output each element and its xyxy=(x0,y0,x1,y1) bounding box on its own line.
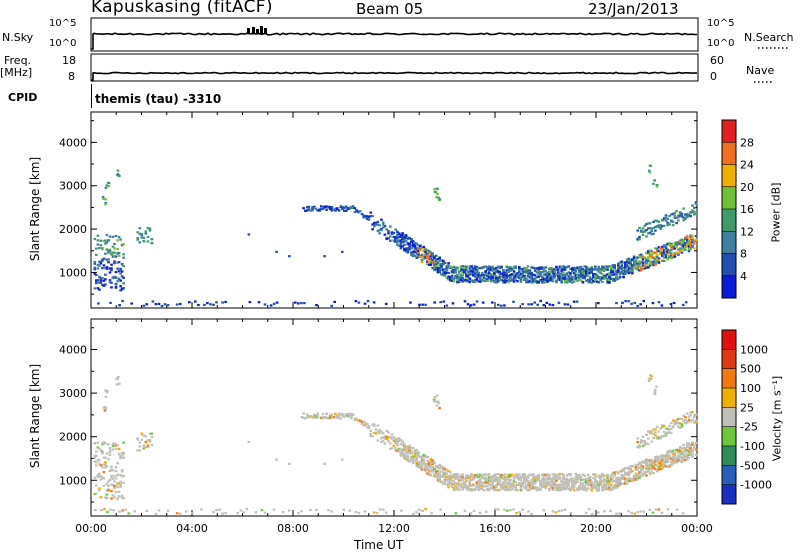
colorbar-segment xyxy=(722,142,736,165)
date-title: 23/Jan/2013 xyxy=(588,0,679,18)
colorbar-segment xyxy=(722,349,736,369)
colorbar-tick-label: 100 xyxy=(740,382,761,395)
power-ylabel: Slant Range [km] xyxy=(28,156,42,262)
colorbar-segment xyxy=(722,231,736,254)
velocity-panel: 1000 2000 3000 4000 00:00 04:00 08:00 12:00 16:0… xyxy=(59,318,772,535)
power-colorbar-label: Power [dB] xyxy=(769,182,783,243)
colorbar-tick-label: 1000 xyxy=(740,343,768,356)
y-tick-label: 4000 xyxy=(59,344,87,357)
freq-trace xyxy=(91,71,697,81)
colorbar-tick-label: 8 xyxy=(740,248,747,261)
nave-tick-bottom: 0 xyxy=(710,70,717,83)
y-tick-label: 2000 xyxy=(59,431,87,444)
colorbar-segment xyxy=(722,120,736,143)
x-tick-label: 20:00 xyxy=(580,522,612,535)
y-tick-label: 3000 xyxy=(59,387,87,400)
y-tick-label: 4000 xyxy=(59,136,87,149)
nsky-strip-frame xyxy=(90,17,699,52)
colorbar-segment xyxy=(722,388,736,408)
beam-title: Beam 05 xyxy=(356,0,424,18)
colorbar-tick-label: 25 xyxy=(740,401,754,414)
nsky-tick-top: 10^5 xyxy=(49,18,77,29)
x-tick-label: 12:00 xyxy=(378,522,410,535)
colorbar-segment xyxy=(722,330,736,350)
x-tick-label: 00:00 xyxy=(681,522,713,535)
site-title: Kapuskasing (fitACF) xyxy=(91,0,273,17)
nsky-trace xyxy=(91,32,698,50)
colorbar-segment xyxy=(722,407,736,427)
colorbar-tick-label: 24 xyxy=(740,159,754,172)
colorbar-tick-label: 4 xyxy=(740,270,747,283)
nsearch-label: N.Search xyxy=(744,31,794,44)
colorbar-segment xyxy=(722,426,736,446)
nsky-label: N.Sky xyxy=(2,31,34,44)
x-tick-label: 00:00 xyxy=(75,522,107,535)
freq-tick-bottom: 8 xyxy=(68,70,75,83)
colorbar-segment xyxy=(722,368,736,388)
velocity-colorbar-label: Velocity [m s⁻¹] xyxy=(770,375,784,462)
nsearch-tick-bottom: 10^0 xyxy=(707,38,735,49)
cpid-value: themis (tau) -3310 xyxy=(95,92,222,106)
colorbar-tick-label: 12 xyxy=(740,225,754,238)
nsky-tick-bottom: 10^0 xyxy=(49,38,77,49)
freq-unit: [MHz] xyxy=(0,66,33,79)
colorbar-segment xyxy=(722,164,736,187)
y-tick-label: 1000 xyxy=(59,474,87,487)
nave-tick-top: 60 xyxy=(710,54,724,67)
colorbar-segment xyxy=(722,275,736,298)
colorbar-tick-label: -1000 xyxy=(740,479,772,492)
velocity-ylabel: Slant Range [km] xyxy=(28,363,42,469)
colorbar-segment xyxy=(722,209,736,232)
strip-frames xyxy=(90,17,699,82)
x-tick-label: 08:00 xyxy=(277,522,309,535)
y-tick-label: 1000 xyxy=(59,266,87,279)
nsearch-tick-top: 10^5 xyxy=(707,18,735,29)
freq-tick-top: 18 xyxy=(62,54,76,67)
colorbar-tick-label: 28 xyxy=(740,136,754,149)
colorbar-tick-label: -100 xyxy=(740,440,765,453)
colorbar-tick-label: -25 xyxy=(740,421,758,434)
colorbar-segment xyxy=(722,186,736,209)
colorbar-segment xyxy=(722,446,736,466)
y-tick-label: 3000 xyxy=(59,180,87,193)
colorbar-frame xyxy=(721,329,737,505)
freq-label: Freq. xyxy=(4,54,32,67)
x-tick-label: 16:00 xyxy=(479,522,511,535)
nave-label: Nave xyxy=(746,64,775,77)
colorbar-tick-label: 16 xyxy=(740,203,754,216)
freq-strip-frame xyxy=(90,53,699,82)
colorbar-tick-label: 500 xyxy=(740,363,761,376)
radar-returns xyxy=(93,164,698,308)
nsky-bumps xyxy=(247,26,267,34)
radar-returns xyxy=(93,374,698,516)
x-axis-title: Time UT xyxy=(354,538,404,552)
power-panel: 1000 2000 3000 4000 28 24 20 16 12 8 4 xyxy=(59,111,754,309)
colorbar-segment xyxy=(722,484,736,504)
colorbar-segment xyxy=(722,465,736,485)
cpid-label: CPID xyxy=(8,91,38,104)
colorbar-segment xyxy=(722,253,736,276)
colorbar-tick-label: 20 xyxy=(740,181,754,194)
x-tick-label: 04:00 xyxy=(176,522,208,535)
colorbar-tick-label: -500 xyxy=(740,459,765,472)
y-tick-label: 2000 xyxy=(59,223,87,236)
